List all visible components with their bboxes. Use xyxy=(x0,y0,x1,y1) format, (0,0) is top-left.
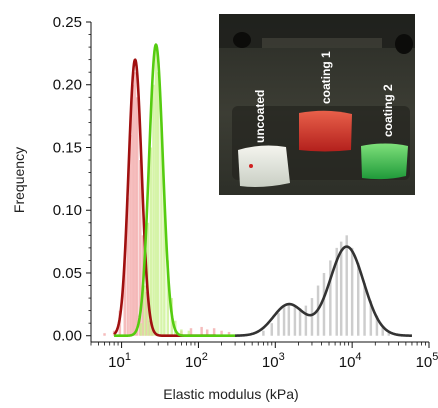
hist-bar-uncoated xyxy=(357,262,360,336)
hist-bar-uncoated xyxy=(381,325,384,336)
hist-bar-coating1 xyxy=(103,333,106,336)
coating-2-sample xyxy=(361,143,408,180)
y-tick-label: 0.25 xyxy=(53,14,82,31)
hist-bar-coating1 xyxy=(212,328,216,336)
y-tick-label: 0.15 xyxy=(53,139,82,156)
fit-curves xyxy=(113,43,413,338)
y-tick-label: 0.05 xyxy=(53,265,82,282)
x-tick-label: 101 xyxy=(108,351,131,371)
hist-bar-coating1 xyxy=(227,331,231,336)
hist-bar-coating1 xyxy=(126,197,129,336)
hist-bar-coating2 xyxy=(163,197,166,336)
hist-bar-coating1 xyxy=(220,330,223,336)
hist-bar-uncoated xyxy=(262,330,265,336)
hist-bar-coating1 xyxy=(150,329,154,336)
hist-bar-coating2 xyxy=(157,72,160,336)
hist-bar-uncoated xyxy=(304,305,308,336)
hist-bar-coating2 xyxy=(149,147,153,336)
hist-bar-uncoated xyxy=(282,305,286,336)
hist-bar-uncoated xyxy=(363,283,366,336)
y-tick-label: 0.20 xyxy=(53,77,82,94)
y-tick-label: 0.10 xyxy=(53,202,82,219)
inset-label-coating-1: coating 1 xyxy=(319,51,333,104)
hist-bar-coating1 xyxy=(139,160,142,336)
hist-bar-coating1 xyxy=(131,84,135,336)
hist-bar-coating2 xyxy=(166,260,170,336)
axes: 0.00 0.05 0.10 0.15 0.20 0.25 101 102 103 104 105 xyxy=(53,14,438,371)
hist-bar-uncoated xyxy=(293,305,297,336)
hist-bar-uncoated xyxy=(329,260,332,336)
fit-curve-uncoated xyxy=(234,245,413,337)
x-tick-label: 104 xyxy=(339,351,362,371)
hist-bar-coating1 xyxy=(129,134,132,336)
hist-bar-coating1 xyxy=(148,320,151,336)
hist-bar-coating2 xyxy=(154,47,158,336)
inset-label-coating-2: coating 2 xyxy=(381,84,395,137)
hist-bar-uncoated xyxy=(339,241,343,336)
histogram-bars xyxy=(103,47,391,336)
hist-bar-coating2 xyxy=(152,84,155,336)
hist-bar-coating2 xyxy=(187,330,191,336)
fit-curve-coating2 xyxy=(113,43,238,338)
hist-bar-uncoated xyxy=(335,247,338,336)
hist-bar-coating1 xyxy=(200,326,203,336)
hist-bar-uncoated xyxy=(387,330,391,336)
hist-bar-uncoated xyxy=(287,303,291,336)
hist-bar-coating2 xyxy=(180,329,183,336)
uncoated-sample xyxy=(238,145,290,187)
hist-bar-uncoated xyxy=(369,300,373,336)
hist-bar-coating2 xyxy=(143,285,146,336)
hist-bar-coating1 xyxy=(133,72,137,336)
hist-bar-uncoated xyxy=(375,315,379,336)
hist-bar-uncoated xyxy=(350,247,354,336)
hist-bar-uncoated xyxy=(310,298,314,336)
hist-bar-coating2 xyxy=(139,323,143,336)
hist-bar-uncoated xyxy=(345,235,348,336)
x-tick-label: 105 xyxy=(416,351,438,371)
hist-bar-coating1 xyxy=(145,291,148,336)
coating-1-sample xyxy=(299,110,352,152)
x-tick-label: 103 xyxy=(262,351,285,371)
hist-bar-uncoated xyxy=(322,272,326,336)
inset-label-uncoated: uncoated xyxy=(253,90,267,143)
y-tick-label: 0.00 xyxy=(53,328,82,345)
hist-bar-uncoated xyxy=(270,323,274,336)
hist-bar-uncoated xyxy=(298,308,302,336)
y-axis-title: Frequency xyxy=(11,147,27,213)
x-axis-title: Elastic modulus (kPa) xyxy=(163,386,298,402)
hist-bar-coating1 xyxy=(205,329,209,336)
hist-bar-coating1 xyxy=(123,260,126,336)
x-tick-label: 102 xyxy=(185,351,208,371)
hist-bar-uncoated xyxy=(277,313,280,336)
hist-bar-coating1 xyxy=(136,97,139,336)
sample-photo-inset: uncoated coating 1 coating 2 xyxy=(219,14,415,195)
hist-bar-coating2 xyxy=(160,122,163,336)
hist-bar-coating1 xyxy=(189,328,193,336)
